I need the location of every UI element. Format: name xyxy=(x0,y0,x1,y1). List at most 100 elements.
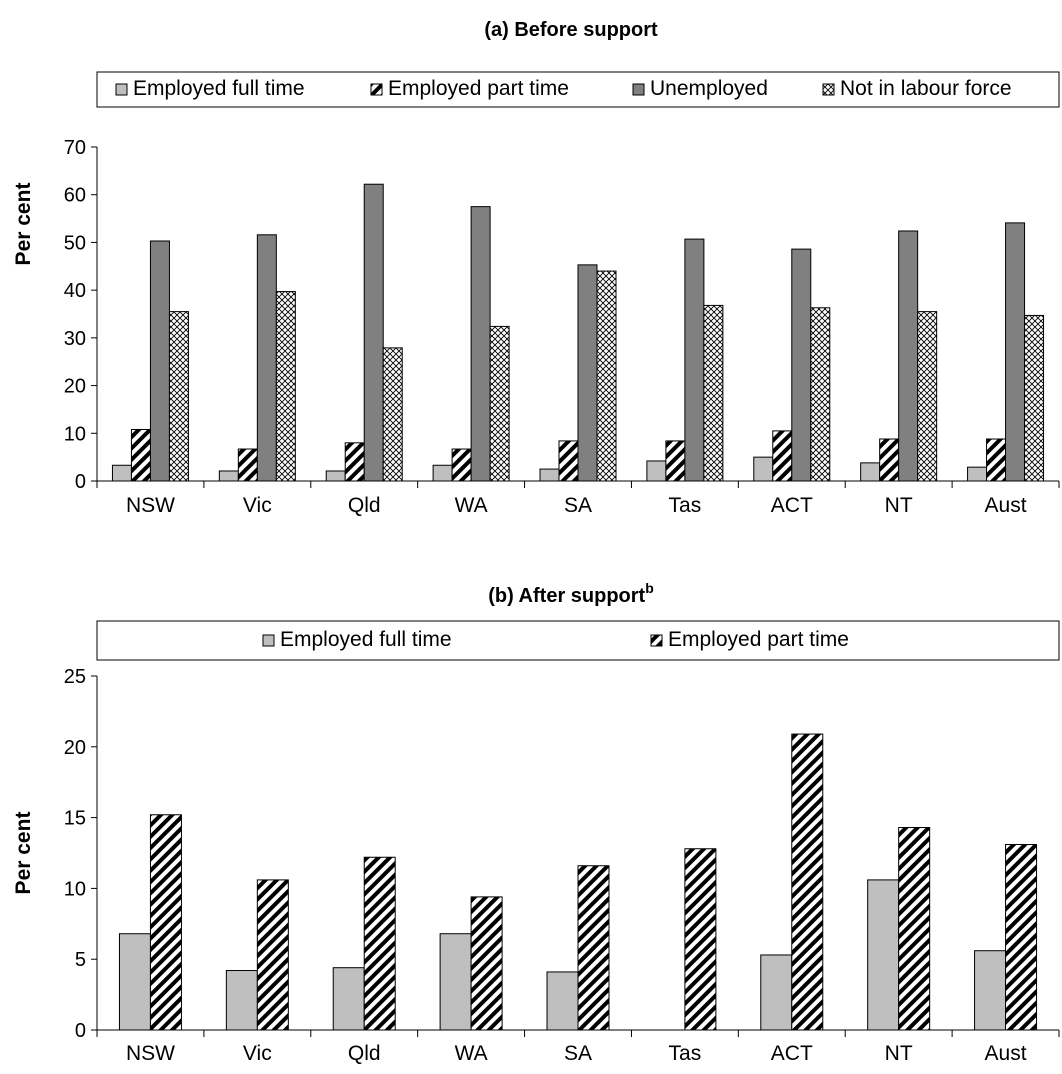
panel-a-bar-employed-part-time-wa xyxy=(451,448,472,482)
panel-a-bar-not-in-labour-force-nt xyxy=(917,311,938,482)
panel-b-bar-employed-full-time-nsw xyxy=(118,933,151,1031)
panel-b-y-axis-label: Per cent xyxy=(12,812,35,895)
panel-a-plot: 0 10 20 30 40 50 60 70 NSW Vic Qld WA SA Tas ACT NT Aust xyxy=(64,137,1060,517)
panel-a-bar-not-in-labour-force-vic xyxy=(275,291,296,482)
panel-b-bar-employed-full-time-nt xyxy=(867,879,900,1031)
panel-a-bar-employed-full-time-qld xyxy=(325,470,346,482)
panel-a-bar-employed-part-time-act xyxy=(772,430,793,482)
panel-a-bar-not-in-labour-force-tas xyxy=(703,304,724,482)
panel-b-bar-employed-full-time-sa xyxy=(546,971,579,1031)
panel-b-x-tick-label: Vic xyxy=(243,1042,272,1065)
panel-a-x-tick-label: Vic xyxy=(243,494,272,517)
panel-b-x-tick-label: ACT xyxy=(771,1042,813,1065)
panel-a-x-tick-label: NT xyxy=(885,494,913,517)
panel-a-x-tick-label: WA xyxy=(455,494,488,517)
panel-a-bar-employed-part-time-nsw xyxy=(130,428,151,482)
panel-a-y-tick-label: 70 xyxy=(64,137,86,159)
panel-a-bar-employed-part-time-sa xyxy=(558,440,579,482)
panel-a-bar-employed-part-time-qld xyxy=(344,442,365,482)
panel-a-bar-not-in-labour-force-wa xyxy=(489,325,510,482)
panel-a-bar-employed-part-time-aust xyxy=(986,438,1007,482)
panel-a-y-tick-label: 60 xyxy=(64,185,86,207)
panel-a-bar-unemployed-wa xyxy=(470,206,491,482)
panel-b-bar-employed-part-time-nt xyxy=(898,827,931,1031)
panel-a-bar-employed-full-time-nt xyxy=(860,462,881,482)
panel-b-y-tick-label: 0 xyxy=(75,1020,86,1042)
panel-a-bar-unemployed-tas xyxy=(684,238,705,482)
panel-a-y-axis-label: Per cent xyxy=(12,183,35,266)
panel-a-bar-not-in-labour-force-qld xyxy=(382,347,403,482)
panel-a-bar-employed-part-time-tas xyxy=(665,440,686,482)
panel-a-bar-not-in-labour-force-act xyxy=(810,307,831,482)
panel-b-legend: Employed full time Employed part time xyxy=(262,628,849,651)
panel-b: (b) After supportb Employed full time Emp… xyxy=(12,580,1060,1065)
panel-b-y-tick-label: 25 xyxy=(64,666,86,688)
panel-a-title: (a) Before support xyxy=(484,19,658,41)
panel-a-bar-unemployed-nt xyxy=(898,230,919,482)
panel-b-legend-swatch-employed-part-time xyxy=(650,634,663,647)
panel-a-bar-employed-part-time-vic xyxy=(237,448,258,482)
panel-b-y-tick-label: 10 xyxy=(64,878,86,900)
panel-b-x-tick-label: SA xyxy=(564,1042,592,1065)
panel-b-x-tick-label: NT xyxy=(885,1042,913,1065)
panel-a-legend-swatch-not-in-labour-force xyxy=(822,83,835,96)
panel-a-bar-unemployed-qld xyxy=(363,183,384,482)
panel-a-bar-unemployed-sa xyxy=(577,264,598,482)
panel-a-x-tick-label: ACT xyxy=(771,494,813,517)
panel-b-bar-employed-part-time-aust xyxy=(1005,844,1038,1031)
panel-b-x-tick-label: NSW xyxy=(126,1042,175,1065)
panel-b-bar-employed-full-time-qld xyxy=(332,967,365,1031)
panel-a-bar-employed-full-time-vic xyxy=(218,470,239,482)
panel-b-bar-employed-part-time-sa xyxy=(577,865,610,1031)
panel-a-legend-label-employed-full-time: Employed full time xyxy=(133,77,305,100)
panel-b-y-tick-label: 15 xyxy=(64,808,86,830)
panel-a-legend-swatch-employed-part-time xyxy=(370,83,383,96)
panel-a-y-tick-label: 0 xyxy=(75,471,86,493)
panel-a-x-tick-label: SA xyxy=(564,494,592,517)
panel-a-bar-not-in-labour-force-aust xyxy=(1024,314,1045,482)
panel-b-bar-employed-part-time-act xyxy=(791,733,824,1031)
panel-b-plot: 0 5 10 15 20 25 NSW Vic Qld WA SA Tas ACT NT Aust xyxy=(64,666,1060,1065)
panel-b-bar-employed-full-time-wa xyxy=(439,933,472,1031)
panel-a-bar-employed-full-time-wa xyxy=(432,464,453,482)
panel-b-bar-employed-full-time-act xyxy=(760,954,793,1031)
panel-b-title: (b) After supportb xyxy=(488,580,654,607)
panel-a-bar-employed-part-time-nt xyxy=(879,438,900,482)
panel-a-x-tick-label: NSW xyxy=(126,494,175,517)
panel-a-y-tick-label: 50 xyxy=(64,232,86,254)
panel-a-y-tick-label: 40 xyxy=(64,280,86,302)
panel-a-bar-unemployed-vic xyxy=(256,234,277,482)
panel-a-bar-employed-full-time-aust xyxy=(967,466,988,482)
panel-a-y-tick-label: 10 xyxy=(64,423,86,445)
panel-a-x-tick-label: Tas xyxy=(669,494,702,517)
panel-a-x-tick-label: Qld xyxy=(348,494,381,517)
panel-a: (a) Before support Employed full time Emp… xyxy=(12,19,1060,517)
panel-a-legend-swatch-employed-full-time xyxy=(115,83,128,96)
panel-a-bar-not-in-labour-force-sa xyxy=(596,270,617,482)
panel-a-x-tick-label: Aust xyxy=(985,494,1027,517)
panel-a-bar-employed-full-time-sa xyxy=(539,468,560,482)
panel-a-bar-unemployed-nsw xyxy=(149,240,170,482)
panel-b-bar-employed-part-time-qld xyxy=(363,856,396,1031)
panel-b-bar-employed-part-time-tas xyxy=(684,848,717,1031)
panel-a-bar-employed-full-time-act xyxy=(753,456,774,482)
panel-a-legend-swatch-unemployed xyxy=(632,83,645,96)
panel-a-bar-employed-full-time-nsw xyxy=(111,464,132,482)
panel-b-x-tick-label: Tas xyxy=(669,1042,702,1065)
panel-b-legend-label-employed-full-time: Employed full time xyxy=(280,628,452,651)
panel-b-legend-swatch-employed-full-time xyxy=(262,634,275,647)
panel-a-bar-employed-full-time-tas xyxy=(646,460,667,482)
panel-b-bar-employed-part-time-nsw xyxy=(149,814,182,1031)
panel-a-bar-unemployed-act xyxy=(791,248,812,482)
panel-b-x-tick-label: WA xyxy=(455,1042,488,1065)
panel-a-y-tick-label: 20 xyxy=(64,376,86,398)
panel-b-y-tick-label: 20 xyxy=(64,737,86,759)
panel-a-y-tick-label: 30 xyxy=(64,328,86,350)
panel-a-legend: Employed full time Employed part time Unem… xyxy=(115,77,1012,100)
panel-b-x-tick-label: Aust xyxy=(985,1042,1027,1065)
panel-a-bar-not-in-labour-force-nsw xyxy=(168,311,189,482)
panel-a-legend-label-not-in-labour-force: Not in labour force xyxy=(840,77,1012,100)
panel-a-legend-label-unemployed: Unemployed xyxy=(650,77,768,100)
panel-a-bar-unemployed-aust xyxy=(1005,222,1026,482)
